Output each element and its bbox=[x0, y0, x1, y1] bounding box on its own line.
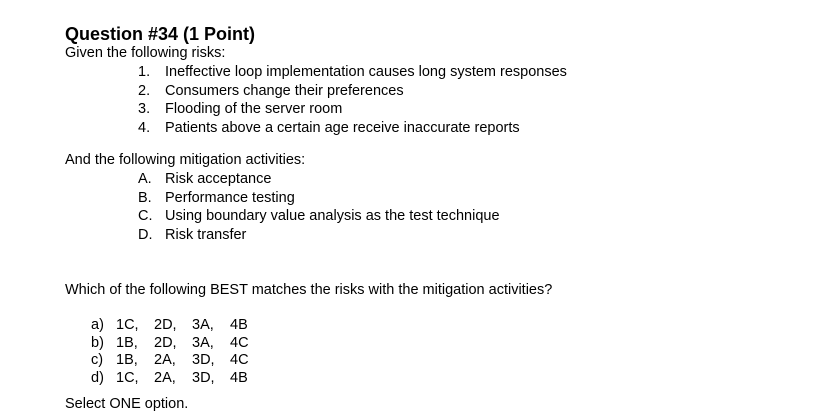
answer-option-a[interactable]: a) 1C, 2D, 3A, 4B bbox=[91, 317, 249, 335]
option-marker: b) bbox=[91, 334, 104, 351]
risks-intro: Given the following risks: bbox=[65, 45, 226, 61]
risk-marker: 3. bbox=[138, 101, 151, 118]
risk-marker: 1. bbox=[138, 64, 151, 80]
option-pair: 4B bbox=[230, 370, 248, 387]
option-pair: 4B bbox=[230, 317, 248, 333]
mitigation-text: Risk transfer bbox=[165, 227, 247, 244]
risk-marker: 4. bbox=[138, 120, 151, 137]
mitigation-item: A. Risk acceptance bbox=[138, 170, 500, 189]
risk-text: Flooding of the server room bbox=[165, 101, 343, 118]
risk-item: 1. Ineffective loop implementation causes… bbox=[138, 63, 567, 82]
mitigation-marker: C. bbox=[138, 208, 153, 225]
option-marker: a) bbox=[91, 317, 104, 333]
option-pair: 3D, bbox=[192, 370, 215, 387]
mitigation-text: Performance testing bbox=[165, 189, 295, 206]
answer-option-c[interactable]: c) 1B, 2A, 3D, 4C bbox=[91, 352, 249, 370]
mitigation-text: Risk acceptance bbox=[165, 171, 272, 187]
question-prompt: Which of the following BEST matches the … bbox=[65, 282, 553, 298]
question-title: Question #34 (1 Point) bbox=[65, 24, 256, 44]
mitigation-marker: B. bbox=[138, 189, 152, 206]
risk-list: 1. Ineffective loop implementation causes… bbox=[138, 63, 567, 138]
risk-item: 4. Patients above a certain age receive i… bbox=[138, 119, 567, 138]
mitigation-marker: D. bbox=[138, 227, 153, 244]
mitigation-intro: And the following mitigation activities: bbox=[65, 152, 306, 168]
mitigation-list: A. Risk acceptance B. Performance testing … bbox=[138, 170, 500, 245]
option-pair: 3D, bbox=[192, 352, 215, 369]
answer-options: a) 1C, 2D, 3A, 4B b) 1B, 2D, 3A, 4C c) 1B, 2A, 3D, 4… bbox=[91, 317, 249, 388]
answer-option-b[interactable]: b) 1B, 2D, 3A, 4C bbox=[91, 335, 249, 353]
option-pair: 3A, bbox=[192, 317, 214, 333]
option-pair: 2D, bbox=[154, 334, 177, 351]
option-pair: 1C, bbox=[116, 317, 139, 333]
risk-text: Consumers change their preferences bbox=[165, 82, 404, 99]
risk-marker: 2. bbox=[138, 82, 151, 99]
selection-instruction: Select ONE option. bbox=[65, 396, 189, 412]
mitigation-marker: A. bbox=[138, 171, 152, 187]
risk-item: 2. Consumers change their preferences bbox=[138, 82, 567, 101]
option-pair: 1C, bbox=[116, 370, 139, 387]
mitigation-item: C. Using boundary value analysis as the t… bbox=[138, 207, 500, 226]
option-pair: 4C bbox=[230, 334, 249, 351]
mitigation-item: D. Risk transfer bbox=[138, 226, 500, 245]
option-marker: c) bbox=[91, 352, 104, 369]
option-pair: 3A, bbox=[192, 334, 214, 351]
risk-text: Patients above a certain age receive ina… bbox=[165, 120, 520, 137]
option-pair: 1B, bbox=[116, 334, 138, 351]
risk-text: Ineffective loop implementation causes l… bbox=[165, 64, 567, 80]
mitigation-text: Using boundary value analysis as the tes… bbox=[165, 208, 500, 225]
option-pair: 2A, bbox=[154, 370, 176, 387]
option-pair: 2A, bbox=[154, 352, 176, 369]
mitigation-item: B. Performance testing bbox=[138, 189, 500, 208]
option-pair: 4C bbox=[230, 352, 249, 369]
option-marker: d) bbox=[91, 370, 104, 387]
answer-option-d[interactable]: d) 1C, 2A, 3D, 4B bbox=[91, 370, 249, 388]
option-pair: 1B, bbox=[116, 352, 138, 369]
risk-item: 3. Flooding of the server room bbox=[138, 100, 567, 119]
option-pair: 2D, bbox=[154, 317, 177, 333]
